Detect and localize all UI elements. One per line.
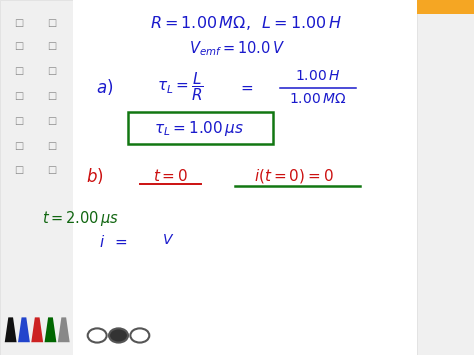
Text: □: □ — [47, 141, 57, 151]
Text: $V$: $V$ — [162, 233, 174, 247]
Text: $=$: $=$ — [238, 80, 255, 94]
Text: $i\;\; =$: $i\;\; =$ — [100, 234, 128, 250]
Text: □: □ — [47, 41, 57, 51]
Text: $R = 1.00\,M\Omega,\;\; L = 1.00\,H$: $R = 1.00\,M\Omega,\;\; L = 1.00\,H$ — [150, 14, 343, 32]
FancyBboxPatch shape — [0, 0, 73, 355]
Circle shape — [109, 328, 128, 343]
Text: □: □ — [14, 41, 24, 51]
Text: $\tau_L = \dfrac{L}{R}$: $\tau_L = \dfrac{L}{R}$ — [157, 71, 203, 103]
Polygon shape — [45, 317, 56, 342]
FancyBboxPatch shape — [73, 0, 417, 355]
Text: $a)$: $a)$ — [96, 77, 113, 97]
Polygon shape — [31, 317, 43, 342]
Text: □: □ — [47, 165, 57, 175]
Text: □: □ — [47, 18, 57, 28]
Text: □: □ — [47, 66, 57, 76]
FancyBboxPatch shape — [417, 0, 474, 355]
Text: $1.00\,H$: $1.00\,H$ — [295, 69, 340, 83]
Polygon shape — [58, 317, 70, 342]
Polygon shape — [5, 317, 17, 342]
FancyBboxPatch shape — [128, 112, 273, 144]
Text: □: □ — [14, 141, 24, 151]
Text: $1.00\,M\Omega$: $1.00\,M\Omega$ — [289, 92, 346, 106]
Text: $\tau_L = 1.00\,\mu s$: $\tau_L = 1.00\,\mu s$ — [154, 119, 244, 138]
Text: $t = 2.00\,\mu s$: $t = 2.00\,\mu s$ — [42, 209, 119, 228]
Text: □: □ — [14, 116, 24, 126]
Text: □: □ — [14, 165, 24, 175]
Text: $V_{emf} = 10.0\,V$: $V_{emf} = 10.0\,V$ — [189, 40, 285, 58]
Text: □: □ — [14, 91, 24, 101]
Text: $i(t{=}0) = 0$: $i(t{=}0) = 0$ — [254, 167, 334, 185]
Polygon shape — [18, 317, 30, 342]
Text: □: □ — [14, 18, 24, 28]
Text: □: □ — [47, 91, 57, 101]
Text: □: □ — [47, 116, 57, 126]
Text: $b)$: $b)$ — [86, 166, 104, 186]
Text: $t{=}0$: $t{=}0$ — [153, 168, 188, 184]
Bar — [417, 0, 474, 14]
Text: □: □ — [14, 66, 24, 76]
